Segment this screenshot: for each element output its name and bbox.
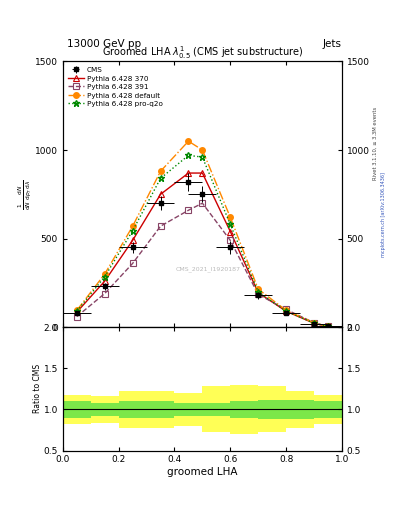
Pythia 6.428 default — [75, 307, 79, 313]
Pythia 6.428 391 — [158, 223, 163, 229]
Pythia 6.428 default — [130, 223, 135, 229]
Pythia 6.428 370 — [228, 228, 233, 234]
Line: Pythia 6.428 370: Pythia 6.428 370 — [74, 170, 331, 329]
Pythia 6.428 default — [200, 147, 205, 153]
Pythia 6.428 pro-q2o — [158, 175, 163, 181]
Pythia 6.428 pro-q2o — [312, 320, 316, 326]
Legend: CMS, Pythia 6.428 370, Pythia 6.428 391, Pythia 6.428 default, Pythia 6.428 pro-: CMS, Pythia 6.428 370, Pythia 6.428 391,… — [66, 65, 164, 109]
Title: Groomed LHA $\lambda^{1}_{0.5}$ (CMS jet substructure): Groomed LHA $\lambda^{1}_{0.5}$ (CMS jet… — [102, 45, 303, 61]
Pythia 6.428 pro-q2o — [256, 289, 261, 295]
Pythia 6.428 391 — [326, 324, 331, 330]
Pythia 6.428 default — [186, 138, 191, 144]
Pythia 6.428 pro-q2o — [200, 154, 205, 160]
Pythia 6.428 370 — [312, 320, 316, 326]
Pythia 6.428 pro-q2o — [75, 308, 79, 314]
Pythia 6.428 default — [326, 324, 331, 330]
Text: mcplots.cern.ch [arXiv:1306.3436]: mcplots.cern.ch [arXiv:1306.3436] — [381, 173, 386, 258]
Pythia 6.428 370 — [326, 324, 331, 330]
Pythia 6.428 370 — [256, 290, 261, 296]
Pythia 6.428 default — [102, 271, 107, 277]
Pythia 6.428 391 — [256, 291, 261, 297]
Pythia 6.428 default — [256, 286, 261, 292]
Pythia 6.428 391 — [75, 313, 79, 319]
Pythia 6.428 pro-q2o — [186, 152, 191, 158]
Line: Pythia 6.428 default: Pythia 6.428 default — [74, 138, 331, 329]
Text: 13000 GeV pp: 13000 GeV pp — [67, 38, 141, 49]
Y-axis label: $\frac{1}{\mathrm{d}N}\,\frac{\mathrm{d}N}{\mathrm{d}p_T\,\mathrm{d}\lambda}$: $\frac{1}{\mathrm{d}N}\,\frac{\mathrm{d}… — [17, 179, 34, 210]
Pythia 6.428 default — [158, 168, 163, 175]
Text: CMS_2021_I1920187: CMS_2021_I1920187 — [176, 266, 241, 271]
Pythia 6.428 default — [284, 307, 288, 313]
Text: Jets: Jets — [323, 38, 342, 49]
Pythia 6.428 pro-q2o — [130, 227, 135, 233]
Line: Pythia 6.428 391: Pythia 6.428 391 — [74, 200, 331, 329]
Pythia 6.428 370 — [200, 170, 205, 176]
Pythia 6.428 default — [228, 214, 233, 220]
Pythia 6.428 pro-q2o — [326, 324, 331, 330]
Pythia 6.428 370 — [75, 309, 79, 315]
Pythia 6.428 370 — [102, 278, 107, 284]
Pythia 6.428 370 — [186, 170, 191, 176]
Pythia 6.428 391 — [102, 290, 107, 296]
Pythia 6.428 pro-q2o — [228, 221, 233, 227]
Pythia 6.428 391 — [228, 237, 233, 243]
Pythia 6.428 391 — [312, 319, 316, 326]
Pythia 6.428 391 — [186, 207, 191, 214]
Pythia 6.428 pro-q2o — [284, 308, 288, 314]
Line: Pythia 6.428 pro-q2o: Pythia 6.428 pro-q2o — [73, 152, 331, 330]
Pythia 6.428 391 — [284, 306, 288, 312]
Pythia 6.428 370 — [284, 308, 288, 314]
X-axis label: groomed LHA: groomed LHA — [167, 467, 238, 477]
Text: Rivet 3.1.10, ≥ 3.3M events: Rivet 3.1.10, ≥ 3.3M events — [373, 106, 378, 180]
Pythia 6.428 391 — [130, 260, 135, 266]
Pythia 6.428 default — [312, 319, 316, 326]
Pythia 6.428 370 — [158, 191, 163, 198]
Pythia 6.428 391 — [200, 200, 205, 206]
Pythia 6.428 pro-q2o — [102, 273, 107, 280]
Y-axis label: Ratio to CMS: Ratio to CMS — [33, 365, 42, 413]
Pythia 6.428 370 — [130, 237, 135, 243]
